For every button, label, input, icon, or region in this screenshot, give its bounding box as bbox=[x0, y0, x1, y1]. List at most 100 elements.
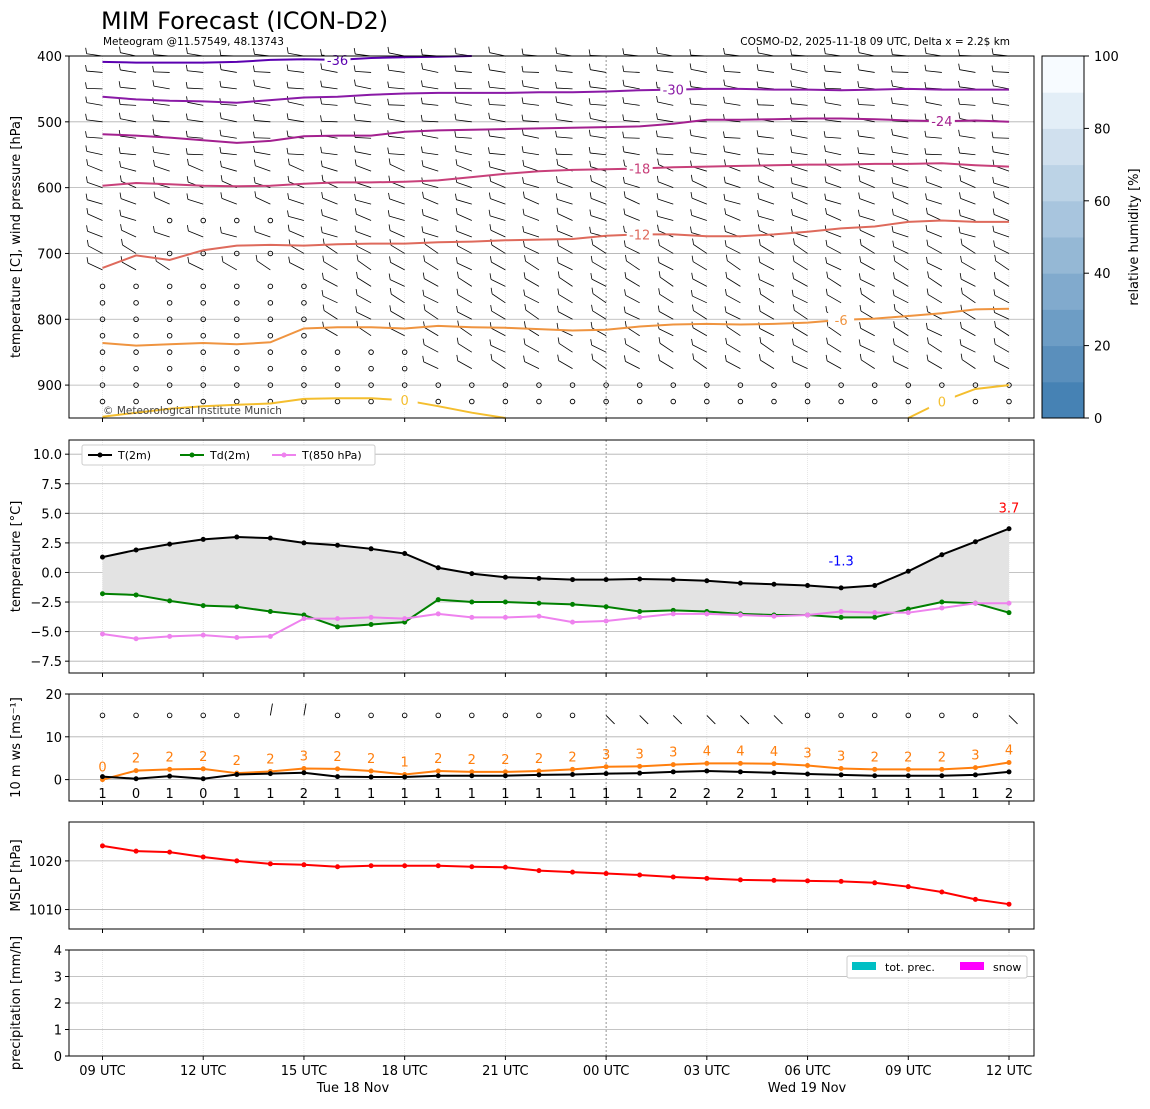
wind-barb-feather bbox=[354, 208, 357, 215]
series-point bbox=[972, 600, 978, 606]
calm-wind-circle bbox=[301, 382, 307, 388]
wind-barb bbox=[153, 103, 170, 106]
contour-label: -12 bbox=[629, 228, 650, 243]
calm-wind-circle bbox=[301, 349, 307, 355]
wind-barb bbox=[456, 164, 472, 172]
calm-wind-circle bbox=[368, 365, 374, 372]
wind-barb bbox=[120, 69, 137, 73]
data-label: 2 bbox=[434, 752, 442, 767]
wind-barb bbox=[556, 101, 573, 106]
series-point bbox=[1006, 610, 1012, 616]
legend-label: tot. prec. bbox=[885, 961, 935, 974]
wind-barb-feather bbox=[152, 48, 155, 55]
wind-barb bbox=[86, 87, 103, 90]
y-tick-label: 1 bbox=[54, 1024, 62, 1039]
wind-barb bbox=[491, 359, 506, 369]
wind-barb bbox=[794, 243, 808, 254]
wind-barb bbox=[491, 293, 506, 304]
wind-barb-feather bbox=[321, 272, 324, 279]
colorbar-tick-label: 40 bbox=[1094, 267, 1111, 282]
wind-barb bbox=[727, 260, 741, 271]
wind-barb bbox=[859, 198, 875, 205]
wind-barb-feather bbox=[589, 112, 591, 119]
wind-barb-feather bbox=[622, 79, 625, 86]
series-point bbox=[502, 864, 508, 870]
wind-barb-feather bbox=[353, 114, 356, 121]
wind-barb bbox=[457, 213, 472, 221]
wind-barb-feather bbox=[723, 79, 726, 86]
x-tick-label: 09 UTC bbox=[885, 1064, 931, 1079]
wind-barb-feather bbox=[85, 82, 87, 89]
wind-barb bbox=[423, 344, 439, 353]
wind-barb bbox=[523, 103, 540, 106]
wind-barbs bbox=[85, 46, 1012, 405]
wind-barb-feather bbox=[924, 64, 927, 71]
calm-wind-circle bbox=[871, 712, 878, 719]
series-point bbox=[972, 539, 978, 545]
wind-barb bbox=[993, 85, 1010, 90]
wind-barb-feather bbox=[692, 238, 694, 245]
wind-barb bbox=[693, 244, 708, 254]
wind-barb-feather bbox=[85, 176, 88, 183]
wind-barb-feather bbox=[321, 289, 324, 297]
series-point bbox=[502, 614, 508, 620]
wind-barb bbox=[659, 342, 674, 353]
data-label: 3 bbox=[803, 746, 811, 761]
wind-barb-feather bbox=[624, 320, 627, 328]
wind-barb-feather bbox=[457, 320, 460, 327]
wind-barb bbox=[556, 153, 573, 156]
series-point bbox=[502, 769, 508, 775]
wind-barb-feather bbox=[590, 339, 593, 346]
wind-barb-feather bbox=[489, 339, 492, 346]
wind-barb bbox=[222, 261, 237, 271]
wind-barb-feather bbox=[387, 98, 390, 105]
wind-barb-feather bbox=[790, 129, 793, 136]
wind-barb bbox=[657, 118, 674, 123]
wind-barb bbox=[156, 260, 170, 271]
legend-frame bbox=[81, 444, 376, 466]
series-point bbox=[603, 871, 609, 877]
wind-barb-feather bbox=[387, 147, 390, 154]
wind-barb-feather bbox=[690, 226, 692, 233]
wind-barb bbox=[993, 151, 1010, 156]
wind-barb-feather bbox=[185, 148, 188, 155]
wind-barb-feather bbox=[958, 63, 961, 70]
wind-barb bbox=[825, 136, 842, 139]
wind-barb bbox=[961, 244, 976, 254]
axes-frame bbox=[68, 55, 1035, 419]
wind-barb bbox=[860, 327, 875, 337]
wind-barb-feather bbox=[991, 131, 994, 138]
wind-barb-feather bbox=[725, 337, 728, 345]
wind-barb bbox=[825, 87, 842, 90]
wind-barb-feather bbox=[219, 80, 222, 88]
wind-barb-feather bbox=[185, 130, 188, 137]
wind-barb-feather bbox=[624, 272, 627, 279]
series-point bbox=[838, 765, 844, 771]
wind-barb-feather bbox=[826, 271, 829, 278]
wind-barb bbox=[556, 87, 573, 90]
calm-wind-circle bbox=[267, 300, 274, 306]
calm-wind-circle bbox=[469, 382, 475, 388]
wind-barb-feather bbox=[857, 129, 860, 137]
wind-barb-feather bbox=[555, 47, 558, 54]
calm-wind-circle bbox=[804, 712, 811, 719]
wind-barb-feather bbox=[691, 255, 694, 262]
wind-barb bbox=[422, 103, 439, 106]
wind-barb-feather bbox=[185, 82, 188, 89]
wind-barb bbox=[894, 309, 909, 320]
wind-barb bbox=[757, 104, 774, 106]
series-point bbox=[603, 604, 609, 610]
series-point bbox=[435, 863, 441, 869]
calm-wind-circle bbox=[435, 712, 441, 719]
wind-barb bbox=[826, 164, 842, 172]
wind-barb-feather bbox=[925, 224, 928, 232]
series-point bbox=[133, 547, 139, 553]
wind-barb bbox=[691, 214, 707, 221]
wind-barb-feather bbox=[556, 256, 559, 263]
dewpoint-spread-fill bbox=[102, 528, 1009, 627]
series-point bbox=[267, 535, 273, 541]
series-point bbox=[167, 766, 173, 772]
wind-barb-feather bbox=[656, 193, 659, 200]
wind-barb bbox=[389, 215, 405, 221]
calm-wind-circle bbox=[536, 712, 542, 719]
